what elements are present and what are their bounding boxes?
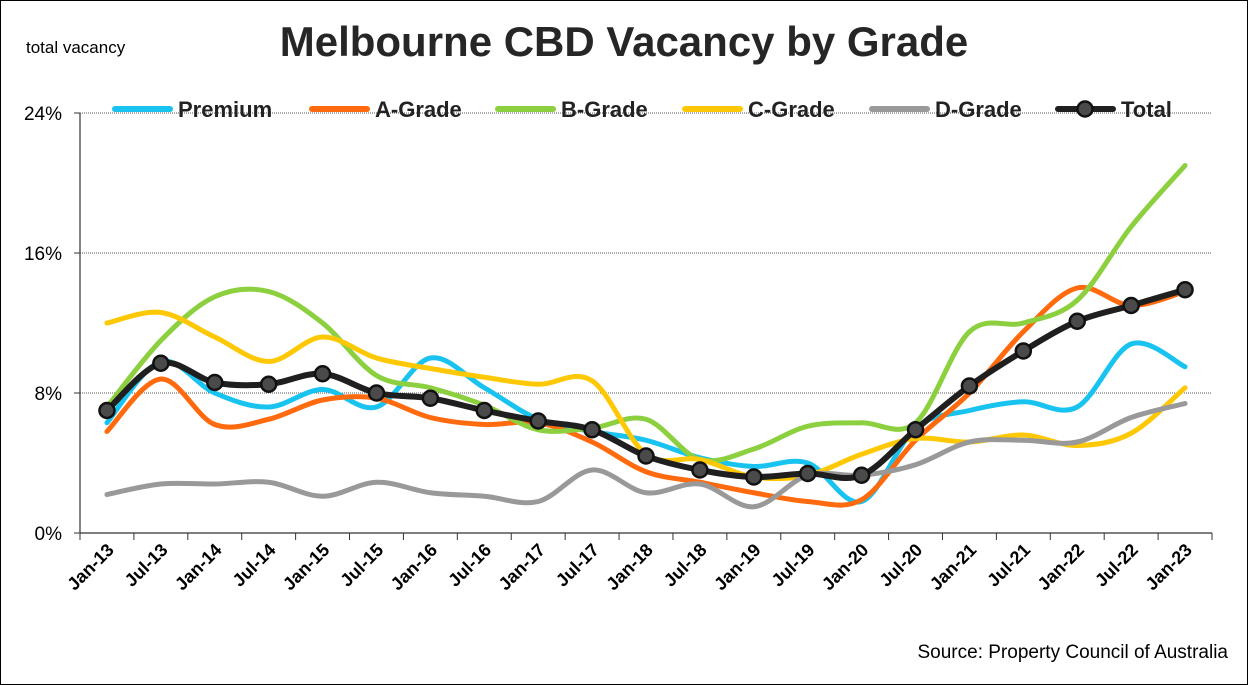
total-marker	[960, 377, 979, 395]
x-tick-label: Jan-20	[818, 540, 872, 594]
total-marker	[152, 354, 170, 372]
y-tick-label: 0%	[35, 524, 63, 545]
y-tick-label: 24%	[24, 104, 62, 125]
x-tick-label: Jul-20	[875, 540, 926, 591]
y-axis-label: total vacancy	[26, 38, 126, 57]
total-marker	[529, 412, 547, 430]
total-marker	[475, 401, 494, 420]
series-line-b-grade	[104, 163, 1188, 464]
chart-title: Melbourne CBD Vacancy by Grade	[279, 18, 969, 65]
x-tick-label: Jul-19	[768, 540, 819, 591]
x-tick-label: Jul-13	[121, 540, 172, 591]
x-tick-label: Jul-17	[552, 540, 603, 591]
legend: Premium A-Grade B-Grade C-Grade D-Grade Total	[112, 97, 1172, 122]
total-marker	[1176, 281, 1194, 299]
legend-label-d-grade: D-Grade	[935, 97, 1022, 122]
x-tick-label: Jan-18	[602, 540, 656, 594]
legend-label-a-grade: A-Grade	[375, 97, 462, 122]
x-tick-label: Jan-15	[279, 540, 333, 594]
x-tick-label: Jul-22	[1091, 540, 1142, 591]
total-marker	[691, 461, 709, 479]
legend-label-premium: Premium	[178, 97, 272, 122]
legend-label-c-grade: C-Grade	[748, 97, 835, 122]
y-tick-label: 8%	[35, 384, 63, 405]
total-marker	[259, 375, 278, 393]
x-tick-label: Jan-19	[710, 540, 764, 594]
total-marker	[637, 447, 655, 465]
total-marker	[745, 468, 763, 486]
total-marker	[852, 466, 871, 484]
axes	[74, 112, 1213, 540]
x-tick-label: Jul-14	[229, 540, 280, 591]
total-marker	[206, 373, 224, 392]
total-marker	[906, 421, 925, 439]
total-marker	[1122, 296, 1140, 315]
x-tick-label: Jan-17	[495, 540, 549, 594]
total-marker	[1014, 342, 1033, 360]
series-line-premium	[104, 340, 1188, 505]
x-tick-label: Jul-18	[660, 540, 711, 591]
source-note: Source: Property Council of Australia	[917, 642, 1229, 663]
x-tick-label: Jan-23	[1141, 540, 1195, 594]
series-line-d-grade	[104, 401, 1188, 510]
x-tick-label: Jan-21	[926, 540, 980, 594]
x-tick-label: Jan-16	[387, 540, 441, 594]
total-marker	[798, 464, 817, 483]
series-line-a-grade	[104, 284, 1188, 508]
y-tick-label: 16%	[24, 244, 62, 265]
x-tick-labels: Jan-13 Jul-13 Jan-14 Jul-14 Jan-15 Jul-15 Jan-…	[63, 540, 1196, 594]
total-marker	[367, 384, 386, 402]
total-marker	[1068, 312, 1086, 330]
total-marker	[313, 365, 332, 383]
x-tick-label: Jul-16	[444, 540, 495, 591]
gridlines	[80, 112, 1212, 394]
x-tick-label: Jan-13	[63, 540, 117, 594]
y-tick-labels: 0% 8% 16% 24%	[24, 104, 62, 545]
x-tick-label: Jan-22	[1034, 540, 1088, 594]
series-lines	[98, 163, 1194, 510]
legend-label-total: Total	[1121, 97, 1172, 122]
legend-marker-total	[1076, 100, 1094, 118]
x-tick-label: Jul-21	[983, 540, 1034, 591]
total-marker	[421, 389, 440, 407]
total-marker	[583, 421, 601, 439]
x-tick-label: Jan-14	[171, 540, 225, 594]
legend-label-b-grade: B-Grade	[561, 97, 648, 122]
x-tick-label: Jul-15	[336, 540, 387, 591]
total-marker	[98, 401, 116, 420]
